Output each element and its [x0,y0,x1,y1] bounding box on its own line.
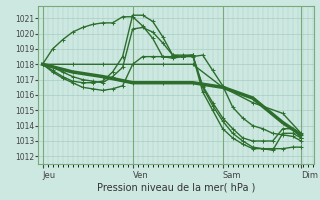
X-axis label: Pression niveau de la mer( hPa ): Pression niveau de la mer( hPa ) [97,183,255,193]
